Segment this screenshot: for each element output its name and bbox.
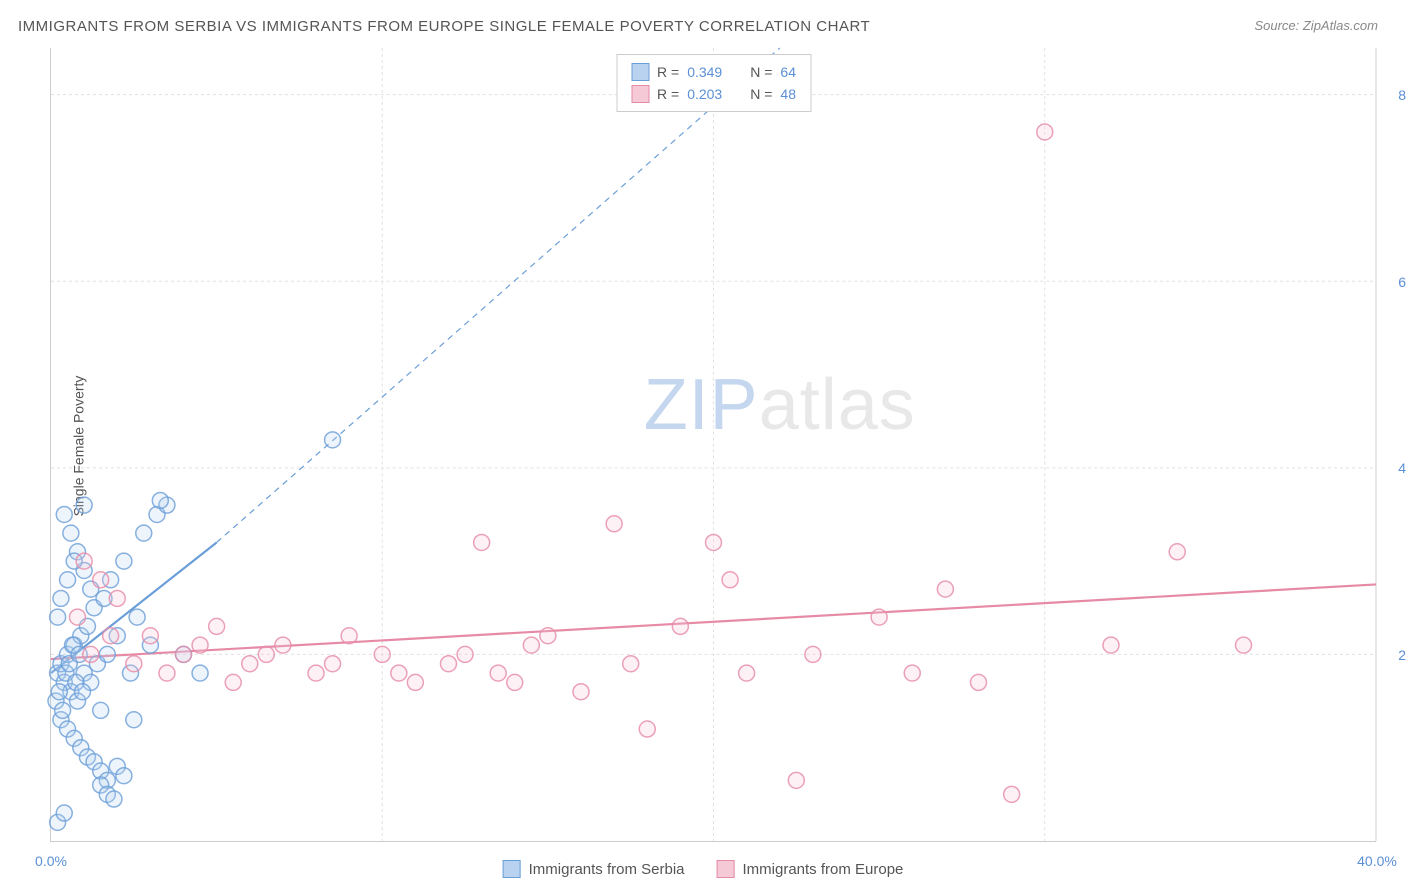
xtick-label: 40.0% — [1357, 853, 1397, 869]
plot-area: ZIPatlas R = 0.349 N = 64 R = 0.203 N = … — [50, 48, 1376, 842]
legend-item-europe: Immigrants from Europe — [716, 860, 903, 878]
source-attribution: Source: ZipAtlas.com — [1254, 18, 1378, 33]
swatch-serbia — [631, 63, 649, 81]
chart-container: IMMIGRANTS FROM SERBIA VS IMMIGRANTS FRO… — [0, 0, 1406, 892]
legend-swatch-europe — [716, 860, 734, 878]
scatter-chart-svg — [51, 48, 1376, 841]
stats-row-europe: R = 0.203 N = 48 — [631, 83, 796, 105]
ytick-label: 40.0% — [1398, 460, 1406, 476]
bottom-legend: Immigrants from Serbia Immigrants from E… — [503, 860, 904, 878]
ytick-label: 20.0% — [1398, 647, 1406, 663]
swatch-europe — [631, 85, 649, 103]
ytick-label: 60.0% — [1398, 274, 1406, 290]
legend-item-serbia: Immigrants from Serbia — [503, 860, 685, 878]
chart-title: IMMIGRANTS FROM SERBIA VS IMMIGRANTS FRO… — [18, 18, 870, 35]
stats-row-serbia: R = 0.349 N = 64 — [631, 61, 796, 83]
xtick-label: 0.0% — [35, 853, 67, 869]
legend-swatch-serbia — [503, 860, 521, 878]
ytick-label: 80.0% — [1398, 87, 1406, 103]
stats-legend-box: R = 0.349 N = 64 R = 0.203 N = 48 — [616, 54, 811, 112]
